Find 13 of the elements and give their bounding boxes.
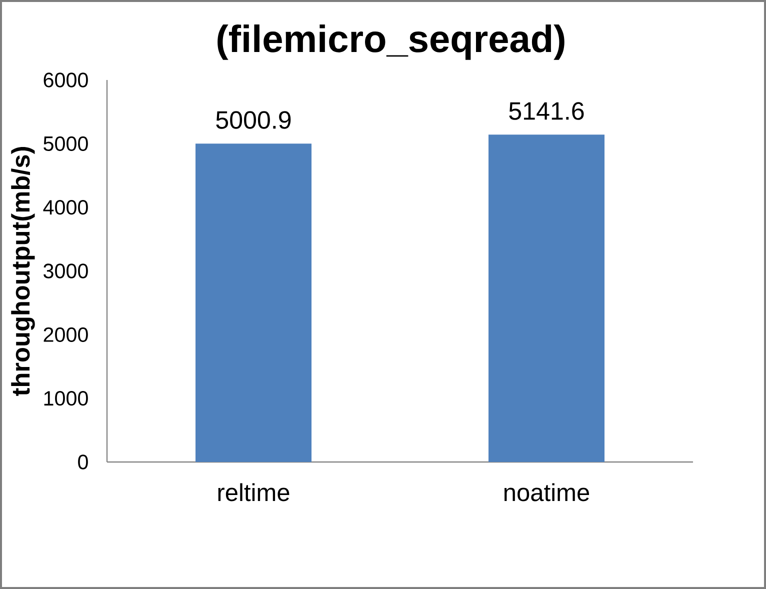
y-tick-label: 5000 (44, 136, 88, 151)
y-tick-label: 6000 (44, 72, 88, 88)
x-tick-label: noatime (504, 483, 590, 502)
y-tick-label: 4000 (43, 200, 88, 215)
data-label: 5141.6 (509, 102, 584, 120)
y-axis-title: throughoutput(mb/s) (11, 147, 35, 396)
y-tick-label: 2000 (44, 327, 88, 342)
data-label: 5000.9 (216, 111, 291, 129)
y-tick-label: 1000 (44, 391, 88, 406)
x-tick-label: reltime (218, 483, 290, 502)
chart-title: (filemicro_seqread) (218, 24, 564, 60)
y-tick-label: 3000 (44, 264, 88, 278)
y-tick-label: 0 (78, 454, 88, 470)
